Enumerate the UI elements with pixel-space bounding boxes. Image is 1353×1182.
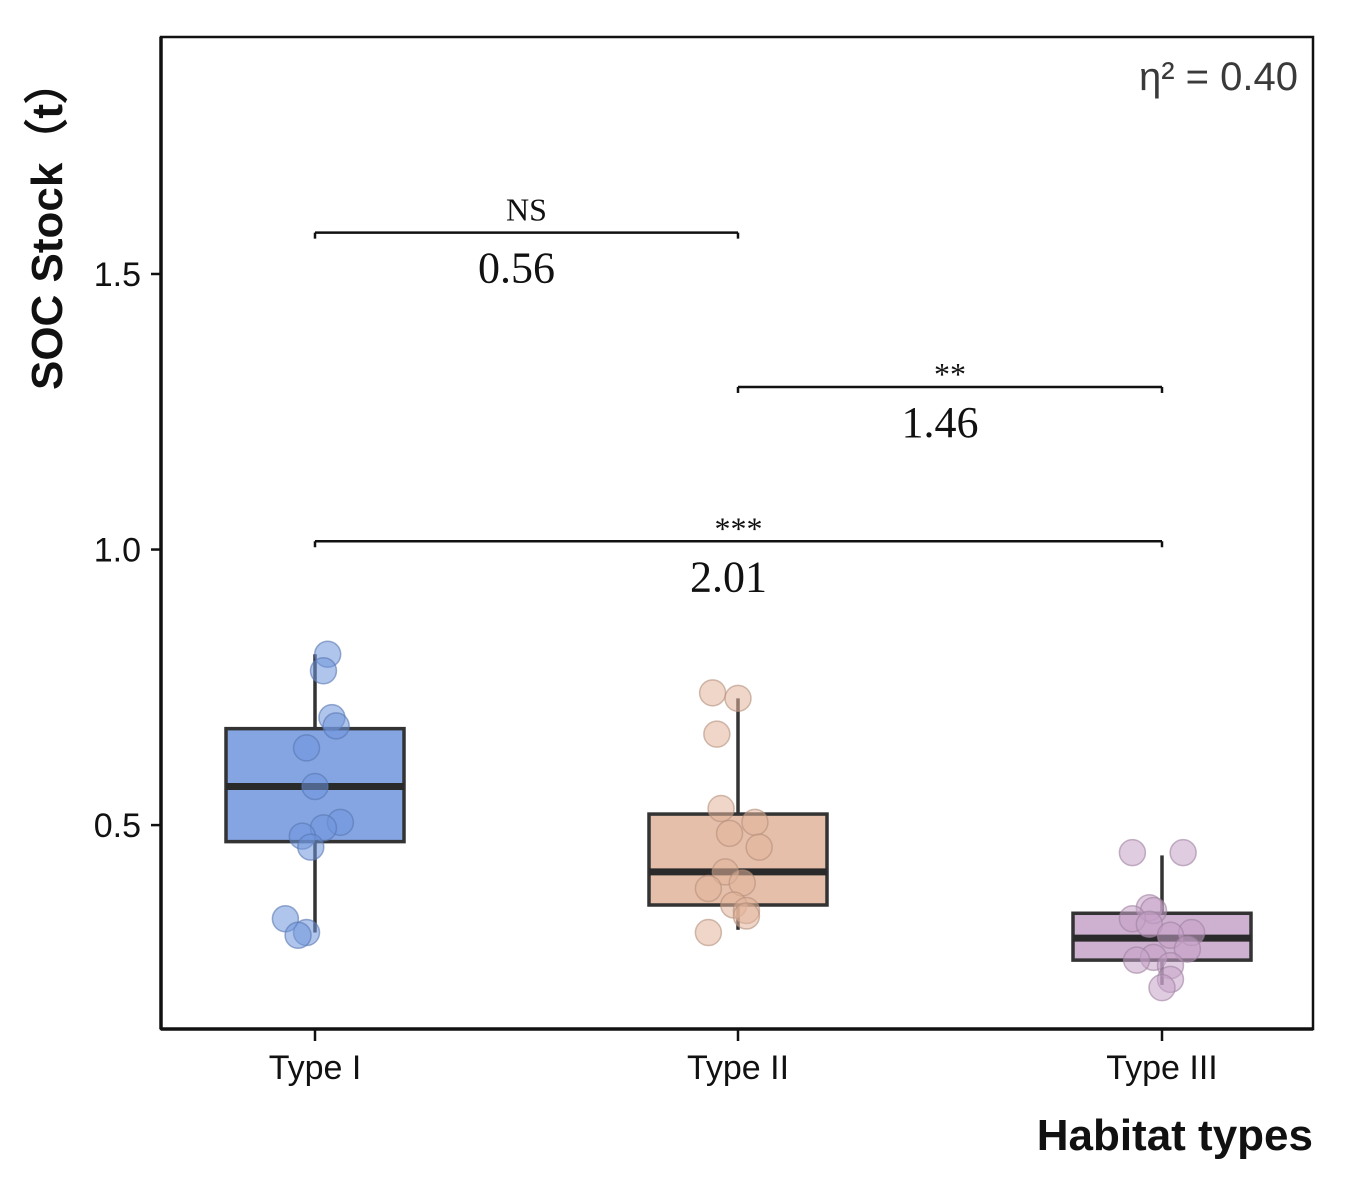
data-point: [322, 712, 350, 740]
data-point: [741, 808, 769, 837]
x-tick-label: Type II: [687, 1049, 789, 1087]
data-point: [1169, 838, 1197, 867]
y-tick-label: 1.5: [94, 256, 141, 294]
data-point: [732, 902, 761, 930]
y-axis-title: SOC Stock（t）: [23, 60, 72, 390]
effect-size-label: η² = 0.40: [1139, 55, 1298, 99]
data-point: [703, 720, 731, 748]
data-point: [698, 679, 727, 707]
data-point: [301, 772, 329, 801]
data-point: [1118, 838, 1147, 867]
tick-layer: 0.5 1.0 1.5 Type I Type II Type III: [94, 256, 1218, 1087]
comparison-layer: NS 0.56 ** 1.46 *** 2.01: [313, 192, 1164, 601]
data-point: [1122, 946, 1151, 974]
x-tick-label: Type I: [269, 1049, 362, 1087]
effect-d-label: 2.01: [690, 552, 767, 601]
significance-label: NS: [506, 192, 547, 228]
x-axis-title: Habitat types: [1037, 1111, 1313, 1160]
y-tick-label: 0.5: [94, 807, 141, 845]
data-point: [309, 657, 338, 685]
effect-d-label: 1.46: [902, 398, 979, 447]
data-point: [694, 874, 723, 903]
x-tick-label: Type III: [1106, 1049, 1218, 1087]
data-point: [694, 918, 723, 947]
data-point: [284, 921, 312, 950]
data-point: [1148, 973, 1176, 1002]
data-point: [292, 734, 321, 762]
data-point: [1173, 935, 1202, 963]
effect-d-label: 0.56: [478, 244, 555, 293]
significance-label: **: [934, 356, 966, 392]
significance-label: ***: [715, 510, 763, 546]
data-point: [715, 819, 744, 848]
data-point: [724, 684, 752, 713]
data-point: [297, 833, 325, 861]
y-tick-label: 1.0: [94, 532, 141, 570]
data-point: [707, 794, 735, 823]
data-point: [745, 833, 773, 861]
point-layer: [271, 640, 1206, 1002]
